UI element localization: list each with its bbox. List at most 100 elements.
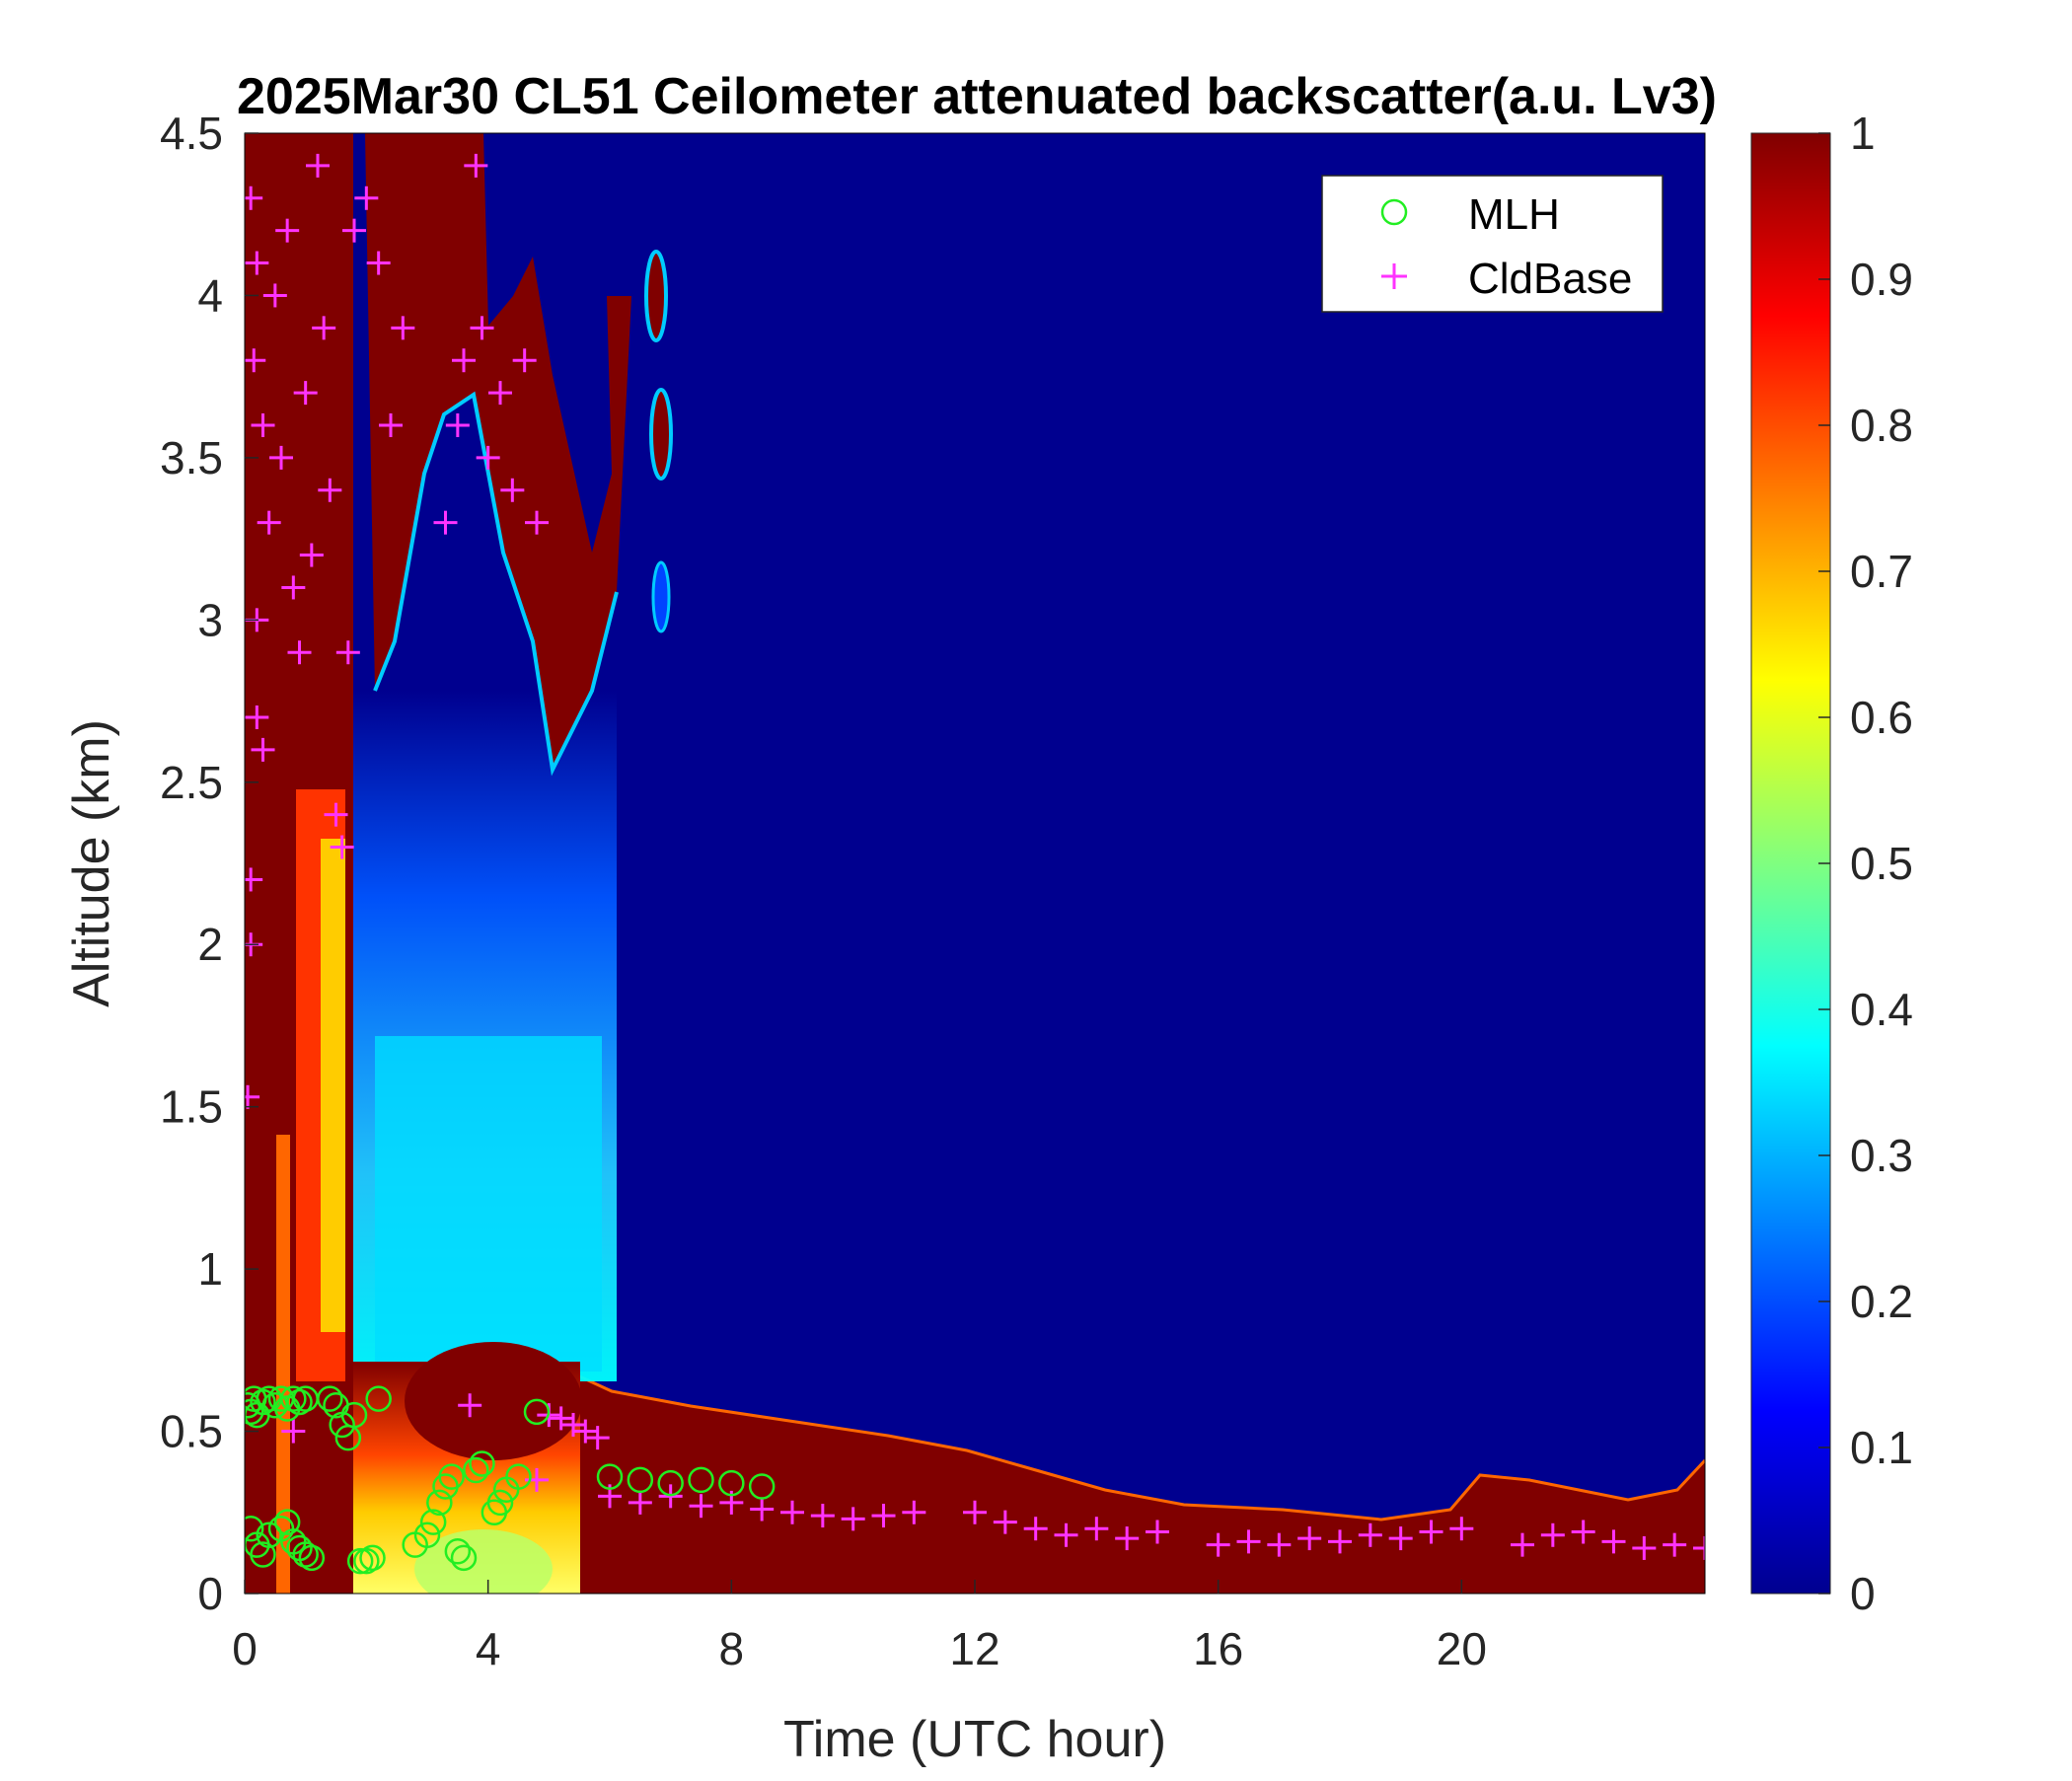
cldbase-point (335, 640, 360, 665)
colorbar-gradient (1750, 132, 1831, 1595)
y-tick-label: 0 (197, 1568, 223, 1619)
cldbase-point (299, 543, 324, 567)
cldbase-point (476, 445, 500, 470)
plot-area (245, 133, 1705, 1594)
upper-cloud (365, 133, 631, 770)
cldbase-point (1449, 1517, 1474, 1541)
cldbase-point (1206, 1532, 1230, 1557)
mlh-point (627, 1466, 654, 1494)
x-tick-label: 12 (949, 1623, 999, 1674)
cldbase-point (1146, 1520, 1169, 1544)
legend-cldbase-marker (1381, 263, 1407, 289)
cldbase-point (251, 413, 275, 437)
cldbase-point (871, 1504, 896, 1528)
cldbase-point (1297, 1526, 1322, 1551)
mlh-point (346, 1547, 374, 1575)
y-tick-label: 0.5 (160, 1406, 223, 1457)
cldbase-point (281, 575, 306, 600)
cldbase-point (342, 218, 366, 243)
x-axis: 0 4 8 12 16 20 (232, 1580, 1487, 1674)
colorbar: 0 0.1 0.2 0.3 0.4 0.5 0.6 0.7 0.8 0.9 1 (1750, 108, 1913, 1619)
mlh-point (317, 1385, 343, 1412)
cldbase-point (281, 1419, 306, 1444)
mlh-point (292, 1541, 319, 1568)
mlh-point (245, 1515, 264, 1542)
cldbase-point (573, 1419, 598, 1444)
mlh-point (419, 1509, 447, 1535)
cldbase-point (354, 186, 379, 210)
legend-cldbase-label: CldBase (1468, 255, 1632, 303)
mlh-point (426, 1489, 453, 1517)
clear-gap (276, 1135, 290, 1594)
x-tick-label: 8 (719, 1623, 745, 1674)
cldbase-point (902, 1500, 926, 1524)
mlh-point (688, 1466, 714, 1494)
mlh-point (340, 1401, 368, 1429)
y-tick-label: 1 (197, 1243, 223, 1295)
mlh-point (413, 1521, 441, 1549)
cldbase-point (1511, 1532, 1534, 1557)
colorbar-tick-label: 0.2 (1850, 1276, 1913, 1327)
cldbase-point (1632, 1535, 1657, 1560)
cldbase-point (488, 381, 512, 406)
cldbase-point (512, 348, 537, 373)
cldbase-point (287, 640, 312, 665)
cldbase-point (245, 867, 263, 892)
cldbase-point (1601, 1529, 1626, 1554)
cldbase-point (470, 316, 494, 340)
cldbase-point (262, 283, 287, 308)
cldbase-point (324, 802, 348, 827)
mlh-point (657, 1469, 684, 1497)
mlh-point (438, 1463, 465, 1490)
cldbase-point (561, 1412, 585, 1437)
colorbar-ticks: 0 0.1 0.2 0.3 0.4 0.5 0.6 0.7 0.8 0.9 1 (1818, 108, 1913, 1619)
cldbase-point (306, 153, 330, 178)
colorbar-tick-label: 0.7 (1850, 546, 1913, 597)
colorbar-tick-label: 0.6 (1850, 692, 1913, 743)
mlh-point (286, 1388, 313, 1416)
colorbar-tick-label: 0.3 (1850, 1130, 1913, 1181)
colorbar-tick-label: 0.5 (1850, 838, 1913, 889)
x-tick-label: 0 (232, 1623, 258, 1674)
cldbase-point (549, 1406, 573, 1431)
cldbase-point (1023, 1517, 1048, 1541)
cldbase-point (245, 705, 269, 729)
mlh-point (444, 1537, 472, 1565)
colorbar-tick-label: 0 (1850, 1568, 1876, 1619)
cldbase-point (1236, 1529, 1261, 1554)
cldbase-point (1267, 1532, 1292, 1557)
x-tick-label: 4 (476, 1623, 501, 1674)
cldbase-point (1693, 1535, 1705, 1560)
cldbase-point (330, 835, 354, 859)
cldbase-point (245, 348, 266, 373)
cldbase-point (841, 1507, 865, 1531)
cldbase-point (433, 510, 458, 535)
mlh-point (256, 1521, 282, 1549)
cldbase-point (963, 1500, 987, 1524)
cldbase-point (452, 348, 476, 373)
boundary-layer-band (548, 1362, 1705, 1594)
y-tick-label: 3.5 (160, 432, 223, 483)
colorbar-tick-label: 0.1 (1850, 1422, 1913, 1473)
legend-mlh-marker (1380, 198, 1408, 226)
cldbase-point (379, 413, 403, 437)
cldbase-point (366, 251, 391, 275)
y-tick-label: 1.5 (160, 1081, 223, 1133)
cldbase-point (1054, 1522, 1078, 1547)
x-tick-label: 20 (1437, 1623, 1487, 1674)
mlh-point (273, 1509, 301, 1535)
cloud-blob-3 (651, 560, 671, 633)
marker-layer (245, 153, 1705, 1575)
cldbase-point (293, 381, 318, 406)
early-cloud-column-yellow (321, 839, 345, 1332)
mlh-point (596, 1463, 624, 1490)
mlh-point (523, 1398, 551, 1426)
mlh-point (353, 1547, 380, 1575)
cldbase-point (1115, 1526, 1140, 1551)
cldbase-point (1571, 1520, 1595, 1544)
boundary-layer-top-edge (547, 1360, 1705, 1521)
cldbase-point (500, 478, 525, 502)
cldbase-point (275, 218, 300, 243)
mlh-point (486, 1489, 514, 1517)
cldbase-point (585, 1426, 610, 1450)
